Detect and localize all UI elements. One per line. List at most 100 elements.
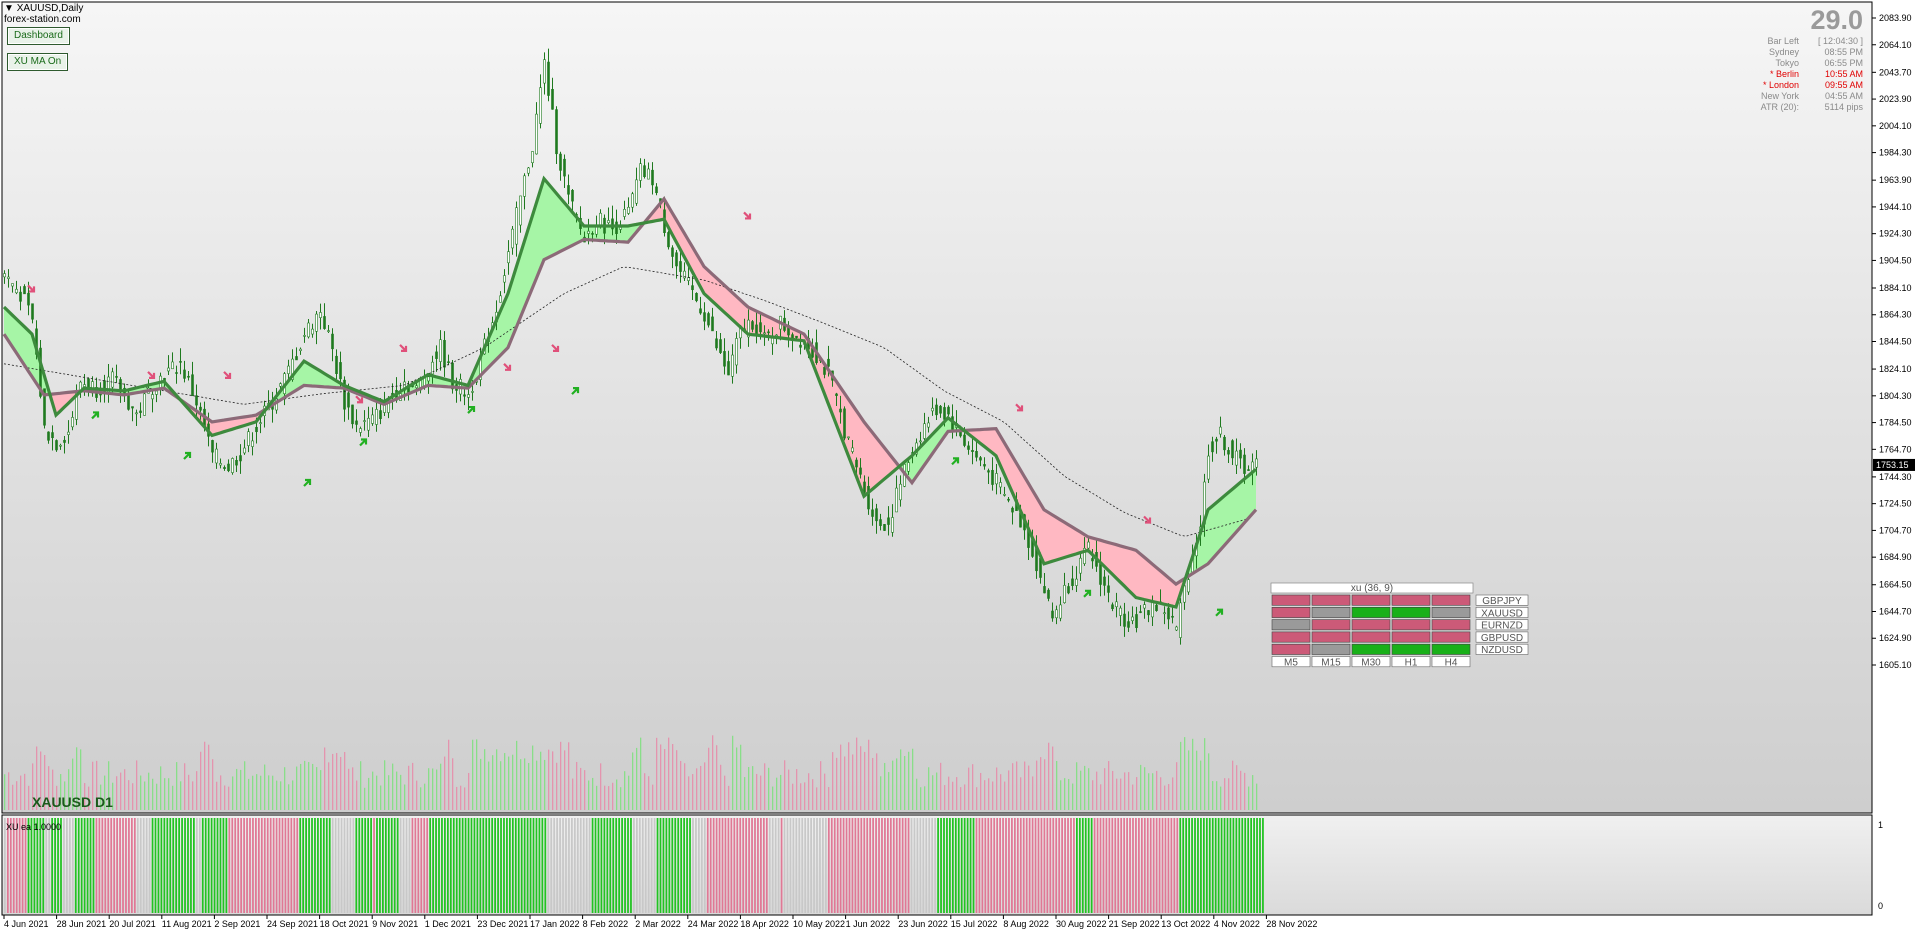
volume-bar <box>1236 765 1238 810</box>
volume-bar <box>972 764 974 810</box>
regime-bar <box>889 818 892 913</box>
volume-bar <box>1172 777 1174 810</box>
ma-cloud-segment <box>1244 475 1248 524</box>
candle-body <box>507 251 510 264</box>
dashboard-cell[interactable] <box>1431 643 1471 655</box>
dashboard-cell[interactable] <box>1391 631 1431 643</box>
ma-cloud-segment <box>304 361 308 386</box>
ma-cloud-segment <box>212 421 216 436</box>
regime-bar <box>1235 818 1238 913</box>
ma-cloud-segment <box>720 281 724 312</box>
dashboard-cell[interactable] <box>1351 594 1391 606</box>
dashboard-cell[interactable] <box>1431 619 1471 631</box>
regime-bar <box>1200 818 1202 913</box>
regime-bar <box>757 818 759 913</box>
regime-bar <box>255 818 257 913</box>
dashboard-timeframe-box[interactable] <box>1311 656 1351 668</box>
dashboard-cell[interactable] <box>1351 643 1391 655</box>
dashboard-cell[interactable] <box>1311 643 1351 655</box>
regime-bar <box>647 818 650 913</box>
dashboard-timeframe-box[interactable] <box>1271 656 1311 668</box>
volume-bar <box>1112 770 1114 810</box>
dashboard-cell[interactable] <box>1311 631 1351 643</box>
regime-bar <box>1070 818 1072 913</box>
dashboard-cell[interactable] <box>1271 594 1311 606</box>
dashboard-timeframe-box[interactable] <box>1391 656 1431 668</box>
regime-bar <box>819 818 821 913</box>
regime-bar <box>1114 818 1117 913</box>
dashboard-cell[interactable] <box>1271 631 1311 643</box>
candle-body <box>219 463 222 466</box>
dashboard-symbol-box[interactable] <box>1475 594 1529 606</box>
candle-body <box>755 324 758 335</box>
collapse-triangle-icon[interactable]: ▼ <box>4 3 14 14</box>
dashboard-cell[interactable] <box>1311 606 1351 618</box>
regime-bar <box>904 818 907 913</box>
regime-bar <box>455 818 458 913</box>
dashboard-cell[interactable] <box>1431 594 1471 606</box>
dashboard-button[interactable]: Dashboard <box>7 27 70 45</box>
regime-bar <box>491 818 494 913</box>
volume-bar <box>684 763 686 810</box>
regime-bar <box>774 818 777 913</box>
dashboard-cell[interactable] <box>1391 619 1431 631</box>
dashboard-symbol-box[interactable] <box>1475 643 1529 655</box>
regime-bar <box>1214 818 1217 913</box>
dashboard-cell[interactable] <box>1391 606 1431 618</box>
regime-bar <box>166 818 169 913</box>
volume-bar <box>132 783 134 810</box>
regime-bar <box>331 818 334 913</box>
sub-plot-area[interactable] <box>1 814 1873 916</box>
dashboard-cell[interactable] <box>1311 594 1351 606</box>
volume-bar <box>320 770 322 810</box>
dashboard-timeframe-box[interactable] <box>1351 656 1391 668</box>
dashboard-symbol-box[interactable] <box>1475 631 1529 643</box>
dashboard-cell[interactable] <box>1271 619 1311 631</box>
dashboard-cell[interactable] <box>1391 594 1431 606</box>
dashboard-cell[interactable] <box>1271 643 1311 655</box>
regime-bar <box>89 818 92 913</box>
candle-body <box>327 330 330 332</box>
dashboard-cell[interactable] <box>1431 606 1471 618</box>
regime-bar <box>1055 818 1058 913</box>
regime-bar <box>659 818 662 913</box>
ma-cloud-segment <box>520 242 524 319</box>
dashboard-cell[interactable] <box>1351 631 1391 643</box>
dashboard-timeframe-box[interactable] <box>1431 656 1471 668</box>
ma-cloud-segment <box>564 202 568 250</box>
dashboard-symbol-box[interactable] <box>1475 606 1529 618</box>
ma-cloud-segment <box>532 204 536 290</box>
dashboard-cell[interactable] <box>1351 606 1391 618</box>
volume-bar <box>996 767 998 810</box>
volume-bar <box>740 744 742 810</box>
dashboard-cell[interactable] <box>1431 631 1471 643</box>
regime-bar <box>1188 818 1190 913</box>
x-tick-label: 20 Jul 2021 <box>109 919 156 929</box>
ma-cloud-segment <box>1136 550 1140 599</box>
candle-body <box>279 383 282 387</box>
volume-bar <box>852 754 854 810</box>
dashboard-cell[interactable] <box>1351 619 1391 631</box>
candle-body <box>859 467 862 475</box>
regime-bar <box>621 818 623 913</box>
volume-bar <box>136 760 138 810</box>
xu-ma-toggle-button[interactable]: XU MA On <box>7 53 69 71</box>
dashboard-symbol-box[interactable] <box>1475 619 1529 631</box>
volume-bar <box>648 776 650 810</box>
candle-body <box>655 186 658 194</box>
candle-body <box>199 406 202 411</box>
dashboard-cell[interactable] <box>1271 606 1311 618</box>
regime-bar <box>92 818 95 913</box>
volume-bar <box>532 745 534 810</box>
y-tick-label: 1984.30 <box>1879 148 1912 158</box>
candle-body <box>735 338 738 366</box>
dashboard-cell[interactable] <box>1391 643 1431 655</box>
dashboard-cell[interactable] <box>1311 619 1351 631</box>
regime-bar <box>470 818 473 913</box>
regime-bar <box>683 818 685 913</box>
regime-bar <box>559 818 561 913</box>
y-tick-label: 1904.50 <box>1879 255 1912 265</box>
candle-body <box>839 408 842 413</box>
